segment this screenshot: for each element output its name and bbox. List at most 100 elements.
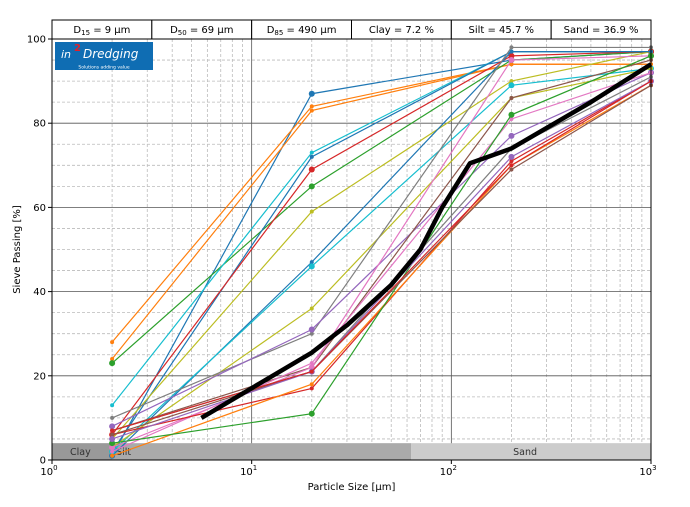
data-point <box>509 45 514 50</box>
data-point <box>509 95 514 100</box>
data-point <box>508 57 515 64</box>
y-tick-label: 60 <box>33 203 46 214</box>
data-point <box>110 403 115 408</box>
data-point <box>308 90 315 97</box>
data-point <box>309 260 314 265</box>
logo-background <box>55 42 153 70</box>
data-point <box>308 326 315 333</box>
logo-tagline: Solutions adding value <box>78 65 129 71</box>
in2dredging-logo: in 2 Dredging Solutions adding value <box>55 42 153 71</box>
data-point <box>110 415 115 420</box>
data-point <box>109 360 116 367</box>
tick-exponent: 1 <box>253 464 257 472</box>
data-point <box>308 166 315 173</box>
sample-curve-21 <box>111 84 652 436</box>
data-point <box>509 159 514 164</box>
data-point <box>109 440 116 447</box>
band-label: Silt <box>116 447 131 458</box>
data-point <box>109 435 116 442</box>
y-tick-label: 80 <box>33 119 46 130</box>
band-label: Sand <box>513 447 537 458</box>
data-point <box>508 82 515 89</box>
summary-cell-text: D85 = 490 μm <box>267 25 337 37</box>
y-tick-label: 20 <box>33 371 46 382</box>
x-tick-label: 101 <box>240 464 257 478</box>
logo-text-sup: 2 <box>74 43 81 54</box>
data-point <box>109 423 116 430</box>
symbol: D <box>73 25 81 36</box>
data-point <box>110 340 115 345</box>
symbol: D <box>267 25 275 36</box>
subscript: 85 <box>274 29 283 37</box>
data-point <box>309 108 314 113</box>
summary-cell-text: D50 = 69 μm <box>170 25 233 37</box>
sample-curve-23 <box>111 80 652 432</box>
x-tick-label: 100 <box>40 464 57 478</box>
sample-curve-18 <box>111 84 652 457</box>
band-clay <box>52 443 113 460</box>
summary-cell-text: D15 = 9 μm <box>73 25 130 37</box>
average-curve-line <box>200 62 653 420</box>
band-label: Clay <box>70 447 91 458</box>
data-point <box>309 154 314 159</box>
data-point <box>309 382 314 387</box>
data-point <box>509 163 514 168</box>
data-point <box>509 116 514 121</box>
logo-text-pre: in <box>61 48 71 61</box>
data-point <box>309 386 314 391</box>
data-point <box>110 356 115 361</box>
data-point <box>308 364 315 371</box>
band-silt <box>112 443 412 460</box>
data-point <box>308 183 315 190</box>
sample-curve-8 <box>111 51 652 440</box>
data-point <box>110 428 115 433</box>
sample-curve-7 <box>111 51 652 436</box>
data-point <box>309 331 314 336</box>
summary-cell-text: Silt = 45.7 % <box>468 25 534 36</box>
x-axis-label: Particle Size [μm] <box>308 482 396 493</box>
subscript: 50 <box>178 29 187 37</box>
sample-curve-22 <box>111 80 652 440</box>
sample-curve-4 <box>111 51 652 364</box>
value: = 9 μm <box>90 25 130 36</box>
tick-base: 10 <box>40 467 53 478</box>
y-tick-label: 0 <box>40 456 46 467</box>
sample-curve-16 <box>111 55 652 448</box>
data-point <box>308 263 315 270</box>
x-tick-label: 103 <box>639 464 656 478</box>
tick-base: 10 <box>240 467 253 478</box>
value: = 490 μm <box>283 25 336 36</box>
average-curve <box>200 62 653 420</box>
tick-exponent: 2 <box>452 464 456 472</box>
subscript: 15 <box>81 29 90 37</box>
sample-curve-14 <box>111 59 652 432</box>
tick-base: 10 <box>639 467 652 478</box>
data-point <box>309 306 314 311</box>
tick-exponent: 3 <box>652 464 656 472</box>
logo-text-main: Dredging <box>83 47 139 61</box>
summary-cell-text: Sand = 36.9 % <box>564 25 639 36</box>
data-point <box>309 209 314 214</box>
data-point <box>309 104 314 109</box>
data-point <box>508 132 515 139</box>
x-tick-label: 102 <box>440 464 457 478</box>
data-point <box>508 52 515 59</box>
data-point <box>109 444 116 451</box>
sample-curve-10 <box>111 67 652 453</box>
band-sand <box>411 443 651 460</box>
data-point <box>110 432 115 437</box>
tick-exponent: 0 <box>53 464 57 472</box>
data-point <box>508 111 515 118</box>
data-point <box>509 167 514 172</box>
data-point <box>509 49 514 54</box>
data-point <box>309 150 314 155</box>
y-tick-label: 100 <box>27 35 46 46</box>
data-point <box>110 453 115 458</box>
data-point <box>308 410 315 417</box>
data-point <box>509 62 514 67</box>
data-point <box>309 361 314 366</box>
y-axis-label: Sieve Passing [%] <box>12 205 23 294</box>
soil-class-bands: Clay Silt Sand <box>52 443 651 460</box>
tick-base: 10 <box>440 467 453 478</box>
